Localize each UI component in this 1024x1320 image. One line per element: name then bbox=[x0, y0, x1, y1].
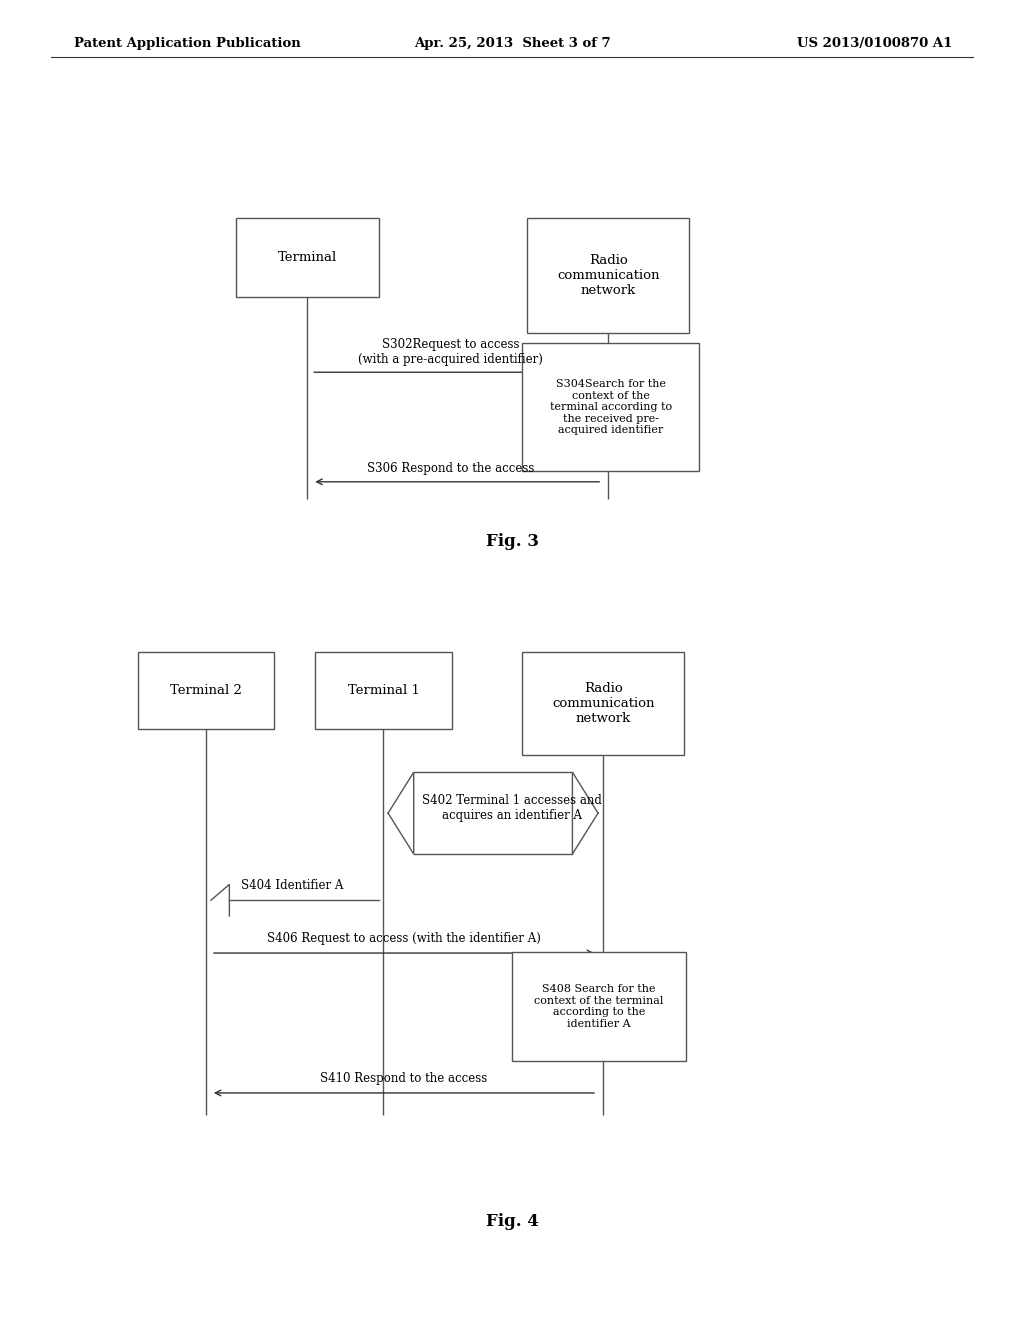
Text: Patent Application Publication: Patent Application Publication bbox=[74, 37, 300, 50]
Text: S302Request to access
(with a pre-acquired identifier): S302Request to access (with a pre-acquir… bbox=[358, 338, 543, 366]
Text: US 2013/0100870 A1: US 2013/0100870 A1 bbox=[797, 37, 952, 50]
Text: S404 Identifier A: S404 Identifier A bbox=[241, 879, 343, 892]
Bar bbox=[138, 652, 274, 729]
Bar bbox=[522, 652, 684, 755]
Text: S406 Request to access (with the identifier A): S406 Request to access (with the identif… bbox=[266, 932, 541, 945]
Text: Fig. 4: Fig. 4 bbox=[485, 1213, 539, 1229]
Bar bbox=[512, 952, 686, 1061]
Text: S306 Respond to the access: S306 Respond to the access bbox=[367, 462, 535, 475]
Text: Fig. 3: Fig. 3 bbox=[485, 533, 539, 549]
Text: S304Search for the
context of the
terminal according to
the received pre-
acquir: S304Search for the context of the termin… bbox=[550, 379, 672, 436]
Text: Radio
communication
network: Radio communication network bbox=[552, 682, 654, 725]
Text: Terminal: Terminal bbox=[278, 251, 337, 264]
Text: Terminal 2: Terminal 2 bbox=[170, 684, 243, 697]
Text: Apr. 25, 2013  Sheet 3 of 7: Apr. 25, 2013 Sheet 3 of 7 bbox=[414, 37, 610, 50]
Bar bbox=[522, 343, 699, 471]
Text: S402 Terminal 1 accesses and
acquires an identifier A: S402 Terminal 1 accesses and acquires an… bbox=[422, 793, 602, 822]
Text: S408 Search for the
context of the terminal
according to the
identifier A: S408 Search for the context of the termi… bbox=[535, 985, 664, 1028]
Text: S410 Respond to the access: S410 Respond to the access bbox=[319, 1072, 487, 1085]
Text: Radio
communication
network: Radio communication network bbox=[557, 253, 659, 297]
Bar bbox=[315, 652, 452, 729]
Text: Terminal 1: Terminal 1 bbox=[347, 684, 420, 697]
Bar bbox=[236, 218, 379, 297]
Bar bbox=[527, 218, 689, 333]
